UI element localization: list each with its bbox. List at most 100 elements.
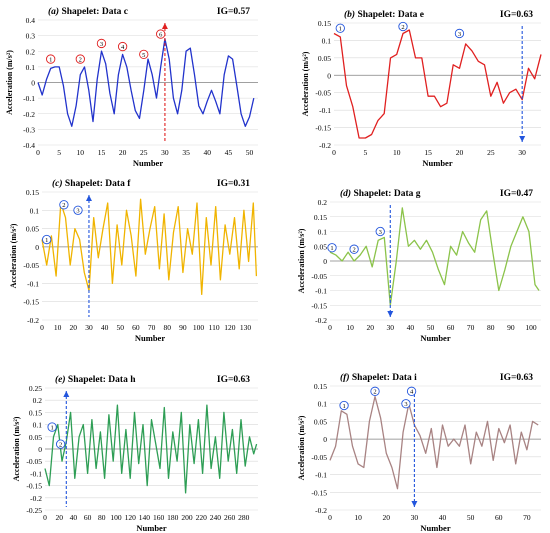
annotation-label: 3 <box>379 229 382 236</box>
annotation-label: 3 <box>404 401 407 408</box>
annotation-label: 4 <box>410 389 414 396</box>
y-axis-label: Acceleration (m/s²) <box>5 50 14 115</box>
data-line <box>329 207 540 306</box>
x-tick-label: 260 <box>224 513 236 522</box>
x-tick-label: 0 <box>332 148 336 157</box>
annotation-label: 1 <box>342 403 345 410</box>
arrow-head <box>161 23 168 29</box>
ig-value: IG=0.31 <box>217 179 250 189</box>
panel-letter: (d) <box>340 188 353 199</box>
ig-value: IG=0.63 <box>500 373 533 383</box>
y-tick-label: -0.15 <box>26 482 42 491</box>
y-tick-label: -0.05 <box>311 453 327 462</box>
annotation-marker: 3 <box>454 28 465 39</box>
arrow-head <box>85 195 92 201</box>
annotation-marker: 4 <box>117 41 128 52</box>
annotation-marker: 3 <box>96 38 107 49</box>
chart-panel-4: -0.2 -0.15 -0.1 -0.05 0 0.05 0.1 0.15 0.2 0 10 20 30… <box>297 188 541 343</box>
x-axis-label: Number <box>420 333 450 343</box>
annotation-circle <box>42 234 52 245</box>
x-tick-label: 40 <box>203 148 211 157</box>
y-tick-label: 0.2 <box>26 47 36 56</box>
annotation-circle <box>47 422 57 432</box>
y-tick-label: 0.4 <box>26 16 36 25</box>
y-tick-label: -0.3 <box>23 125 35 134</box>
panel-title-text: Shapelet: Data f <box>65 179 131 189</box>
y-tick-label: -0.1 <box>30 469 42 478</box>
x-tick-label: 70 <box>523 513 531 522</box>
annotation-circle <box>370 386 380 396</box>
arrow-head <box>63 391 70 397</box>
panel-title: (f) Shapelet: Data i <box>340 372 417 383</box>
y-tick-label: 0.05 <box>318 54 331 63</box>
x-tick-label: 240 <box>210 513 222 522</box>
annotation-label: 2 <box>62 202 65 209</box>
y-tick-label: -0.2 <box>27 316 39 325</box>
x-tick-label: 10 <box>54 323 62 332</box>
annotation-marker: 3 <box>401 399 411 409</box>
x-tick-label: 70 <box>148 323 156 332</box>
x-tick-label: 100 <box>525 323 537 332</box>
y-tick-label: 0.1 <box>322 36 332 45</box>
y-tick-label: -0.1 <box>23 94 35 103</box>
x-tick-label: 100 <box>193 323 205 332</box>
annotation-marker: 2 <box>75 54 85 64</box>
y-tick-label: 0.15 <box>29 408 42 417</box>
panel-letter: (b) <box>344 9 357 20</box>
annotation-label: 2 <box>79 56 82 63</box>
annotation-circle <box>339 400 349 411</box>
x-tick-label: 120 <box>224 323 236 332</box>
y-tick-label: 0 <box>38 445 42 454</box>
annotation-circle <box>401 399 411 409</box>
y-tick-label: 0.2 <box>33 396 43 405</box>
y-tick-label: -0.1 <box>319 106 331 115</box>
panel-title: (d) Shapelet: Data g <box>340 188 421 199</box>
annotation-circle <box>75 54 85 64</box>
y-tick-label: -0.2 <box>315 316 327 325</box>
x-tick-label: 90 <box>179 323 187 332</box>
x-axis-label: Number <box>135 333 165 343</box>
panel-title: (a) Shapelet: Data c <box>48 6 128 17</box>
annotation-label: 1 <box>50 424 53 431</box>
y-axis-label: Acceleration (m/s²) <box>301 51 310 116</box>
annotation-circle <box>156 29 166 39</box>
y-tick-label: -0.15 <box>311 301 327 310</box>
panel-letter: (e) <box>55 374 68 385</box>
data-line <box>37 38 255 127</box>
x-tick-label: 0 <box>43 513 47 522</box>
annotation-circle <box>139 49 149 60</box>
y-tick-label: 0.15 <box>314 213 327 222</box>
ig-value: IG=0.63 <box>217 375 250 385</box>
panel-letter: (c) <box>52 178 65 189</box>
arrow-head <box>411 501 418 507</box>
x-tick-label: 280 <box>238 513 250 522</box>
x-tick-label: 15 <box>98 148 106 157</box>
x-tick-label: 40 <box>407 323 415 332</box>
x-tick-label: 0 <box>328 513 332 522</box>
panel-title-text: Shapelet: Data c <box>61 7 128 17</box>
annotation-label: 2 <box>352 247 355 254</box>
y-tick-label: -0.05 <box>26 457 42 466</box>
x-tick-label: 5 <box>363 148 367 157</box>
x-tick-label: 60 <box>84 513 92 522</box>
x-tick-label: 40 <box>439 513 447 522</box>
x-tick-label: 35 <box>182 148 190 157</box>
panel-title: (c) Shapelet: Data f <box>52 178 131 189</box>
y-tick-label: 0.1 <box>26 63 36 72</box>
annotation-marker: 1 <box>42 234 52 245</box>
x-axis-label: Number <box>422 158 452 168</box>
annotation-circle <box>55 439 66 449</box>
annotation-marker: 5 <box>139 49 149 60</box>
x-tick-label: 140 <box>139 513 151 522</box>
annotation-marker: 2 <box>59 200 69 210</box>
annotation-marker: 3 <box>73 205 83 215</box>
x-axis-label: Number <box>133 158 163 168</box>
y-tick-label: 0 <box>31 79 35 88</box>
chart-panel-5: -0.25 -0.2 -0.15 -0.1 -0.05 0 0.05 0.1 0.15 0.2 0.… <box>12 374 258 533</box>
chart-panel-6: -0.2 -0.15 -0.1 -0.05 0 0.05 0.1 0.15 0 10 20 30 40 5… <box>297 372 541 533</box>
x-tick-label: 40 <box>70 513 78 522</box>
panel-title: (e) Shapelet: Data h <box>55 374 136 385</box>
x-tick-label: 60 <box>495 513 503 522</box>
ig-value: IG=0.57 <box>217 7 250 17</box>
